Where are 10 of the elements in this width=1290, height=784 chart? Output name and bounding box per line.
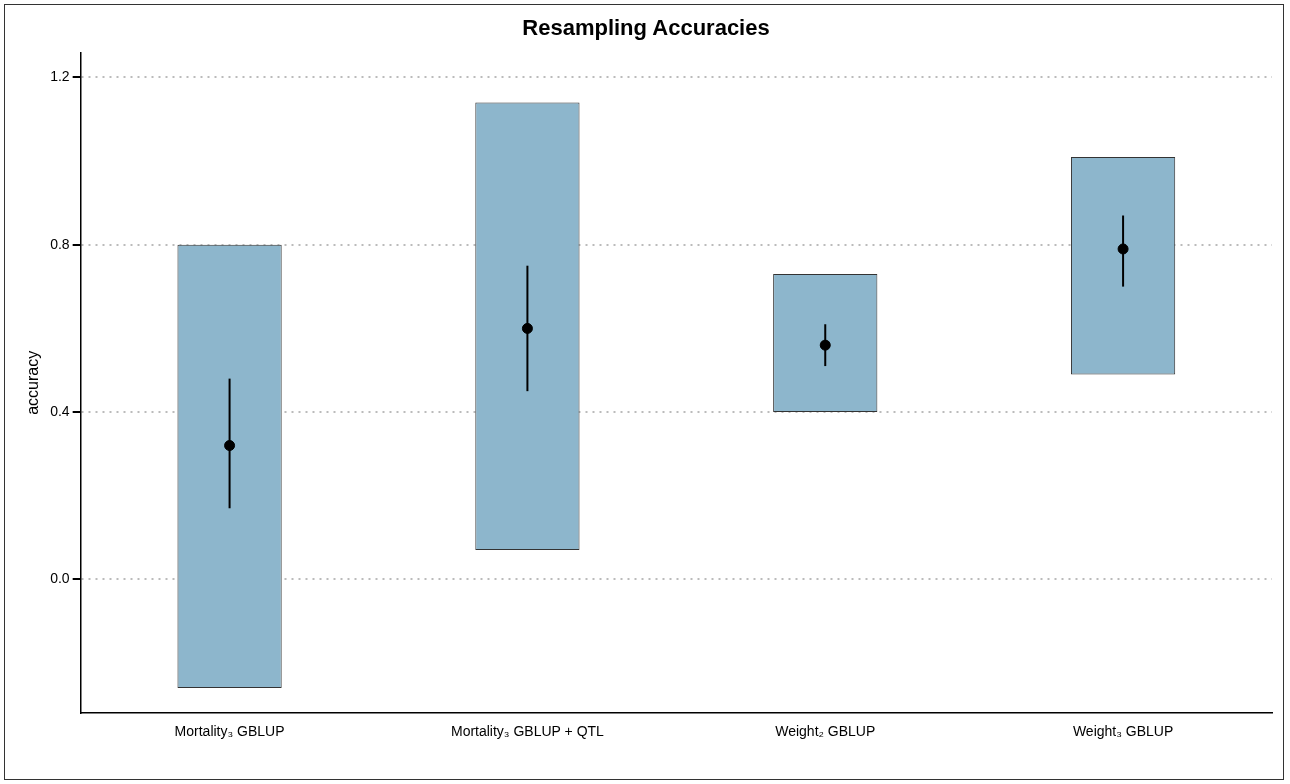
x-tick-label: Mortality₃ GBLUP <box>174 723 285 740</box>
x-tick-label: Mortality₃ GBLUP + QTL <box>450 723 605 740</box>
y-tick-label: 1.2 <box>50 68 70 85</box>
y-tick-label: 0.8 <box>50 235 70 252</box>
y-tick-label: 0.0 <box>50 570 70 587</box>
x-tick-label: Weight₃ GBLUP <box>1072 723 1174 740</box>
chart-title: Resampling Accuracies <box>522 15 770 41</box>
y-axis-title: accuracy <box>24 350 42 415</box>
y-tick-label: 0.4 <box>50 402 70 419</box>
x-tick-label: Weight₂ GBLUP <box>775 723 876 740</box>
